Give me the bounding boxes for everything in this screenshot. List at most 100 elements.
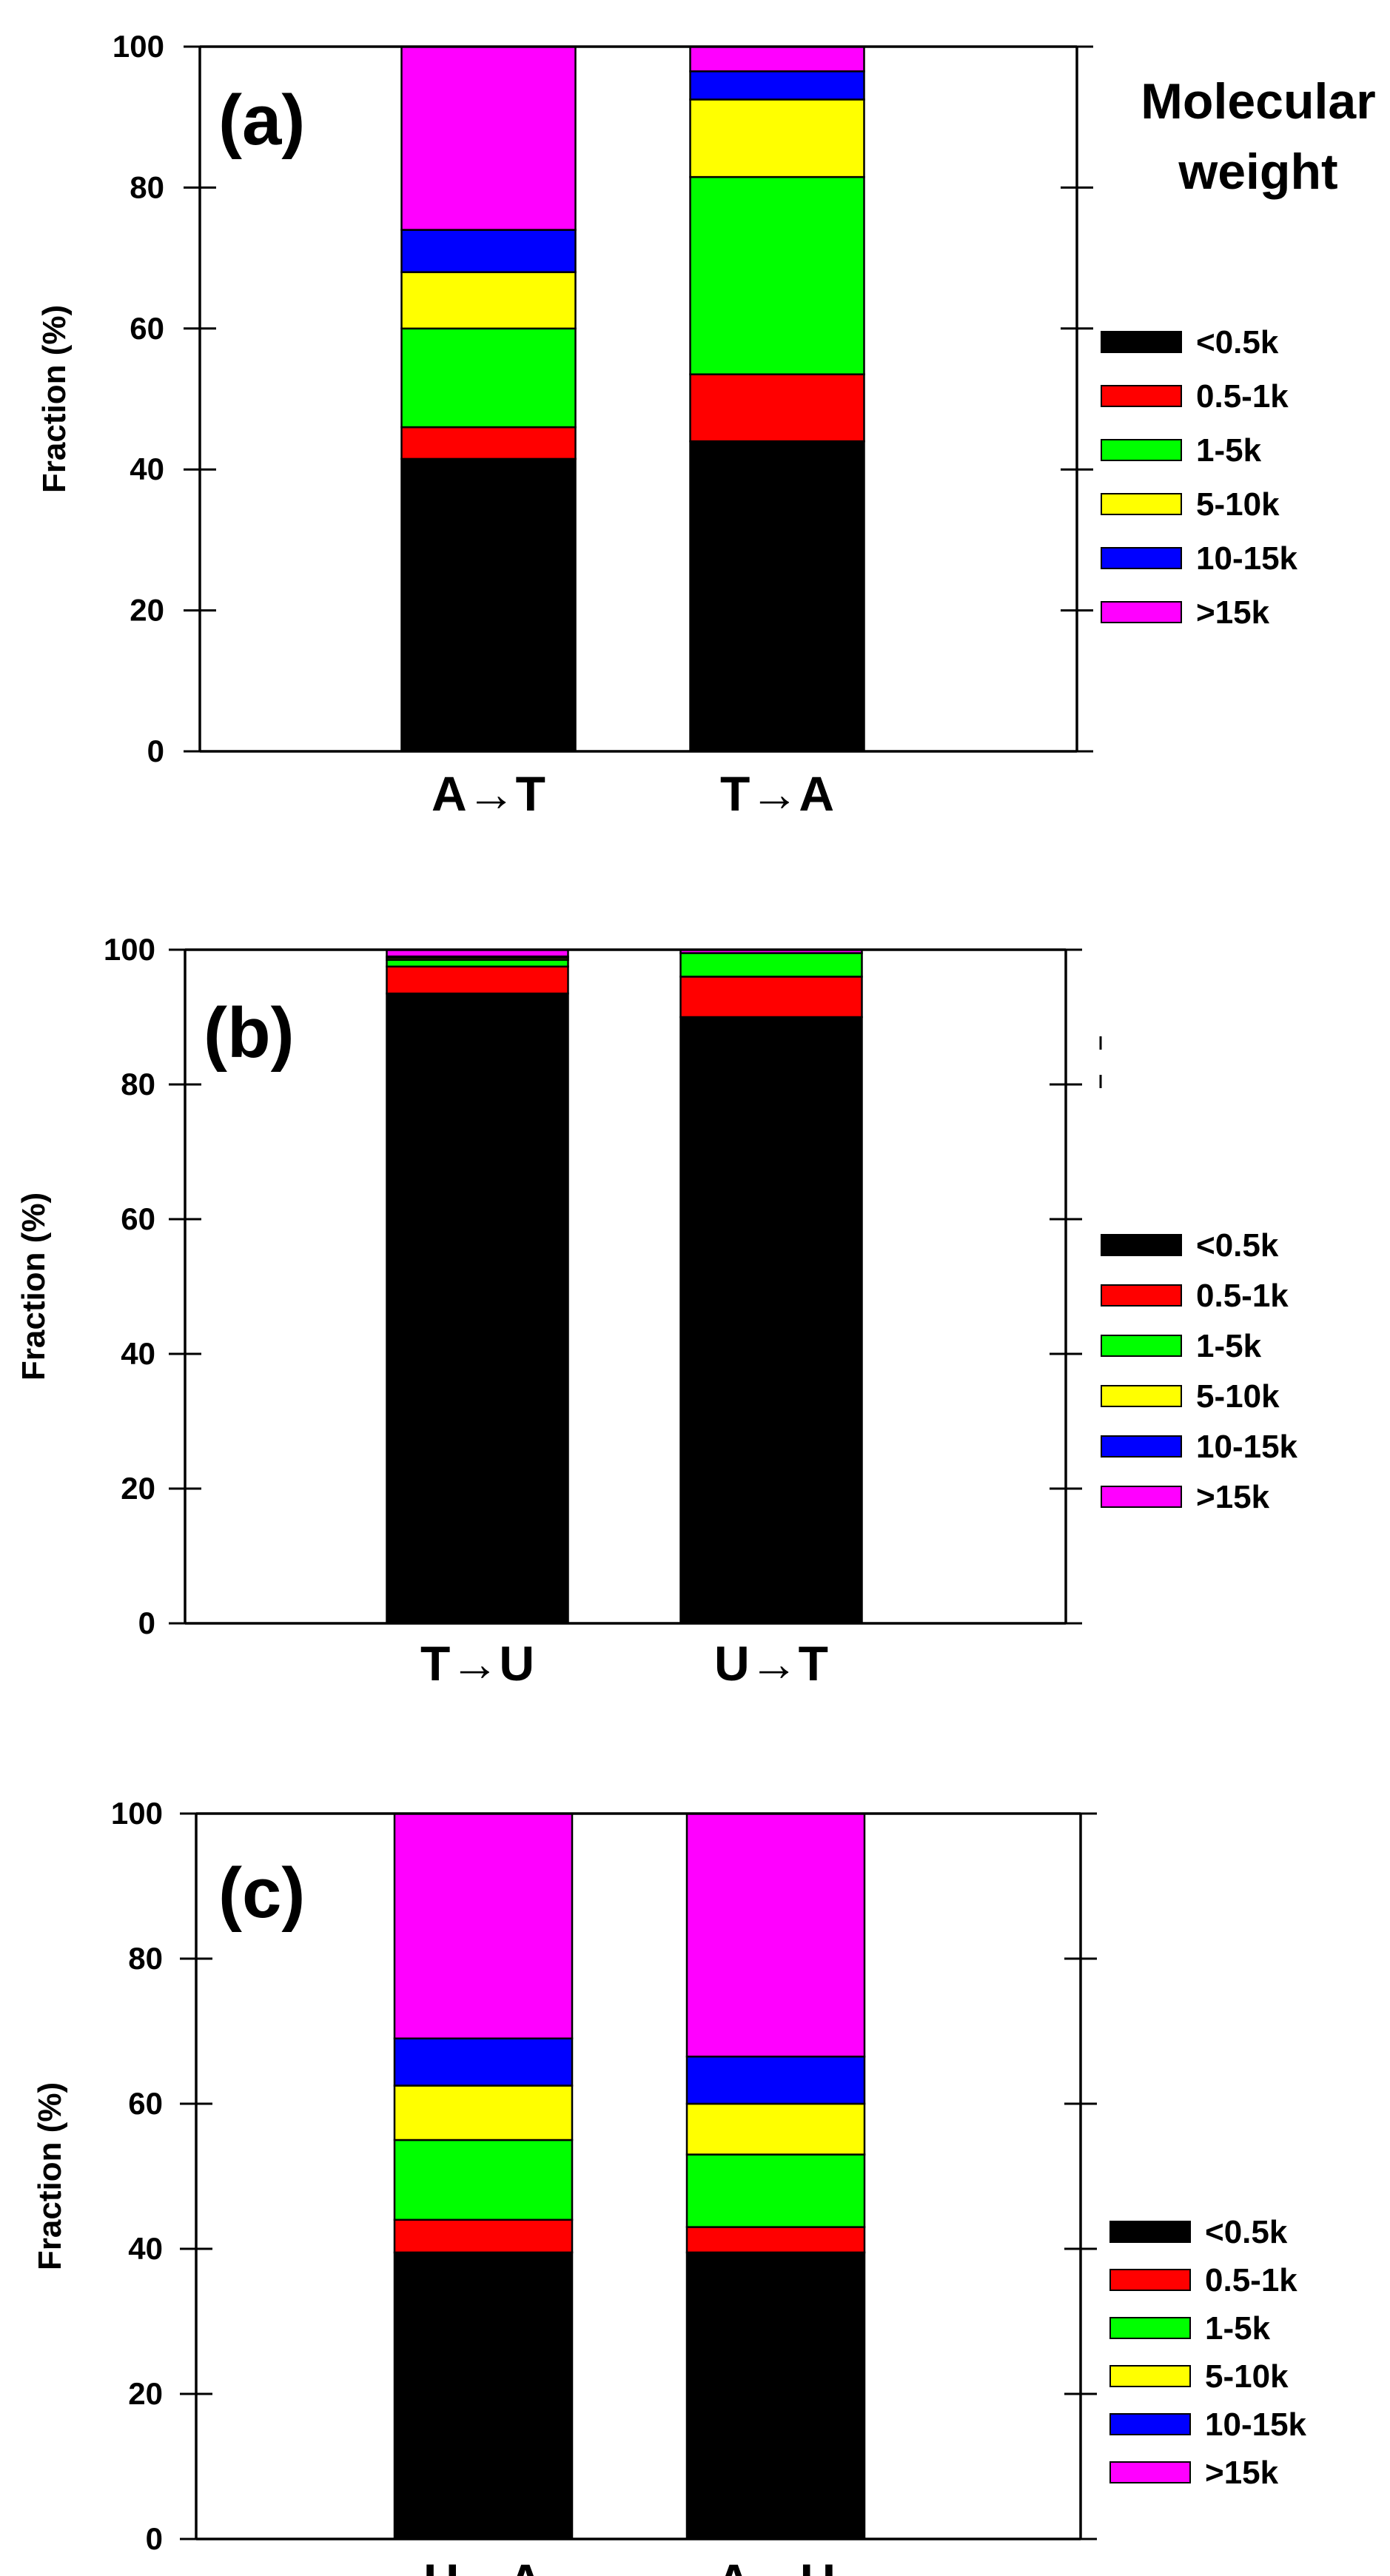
- legend-swatch: [1101, 1435, 1182, 1458]
- legend-swatch: [1109, 2221, 1191, 2243]
- legend-label: 1-5k: [1196, 1328, 1262, 1364]
- bar-segment-1-2: [386, 965, 569, 995]
- bar-segment-1-1: [400, 457, 577, 753]
- legend-swatch: [1101, 1335, 1182, 1357]
- legend-label: 10-15k: [1196, 1429, 1298, 1465]
- panel-label: (a): [218, 81, 305, 160]
- bar-segment-1-4: [393, 2084, 574, 2141]
- bar-segment-2-6: [685, 1812, 866, 2058]
- y-tick-label: 0: [146, 2521, 163, 2556]
- legend-label: >15k: [1196, 1479, 1270, 1515]
- bar-segment-1-5: [400, 229, 577, 273]
- y-axis-label: Fraction (%): [32, 2082, 68, 2270]
- legend-label: 1-5k: [1205, 2310, 1271, 2347]
- bar-segment-2-4: [689, 98, 865, 178]
- y-tick-label: 60: [121, 1201, 155, 1236]
- y-tick-label: 0: [147, 734, 164, 768]
- bar-segment-1-5: [393, 2037, 574, 2087]
- panel-b: 0 20 40 60 80 100 Fraction (%) T→U U→T (b) <0.5k 0.…: [16, 932, 1298, 1691]
- bar-segment-2-5: [689, 70, 865, 101]
- legend-swatch: [1109, 2317, 1191, 2339]
- bar-segment-2-1: [679, 1016, 863, 1625]
- bar-segment-2-4: [685, 2102, 866, 2156]
- bar-segment-1-3: [393, 2139, 574, 2221]
- x-category-label: U→A: [423, 2554, 543, 2576]
- bar-segment-1-2: [400, 426, 577, 460]
- bar-segment-2-3: [685, 2153, 866, 2228]
- legend-title: Molecular: [1141, 73, 1375, 130]
- bar-segment-2-5: [685, 2056, 866, 2105]
- legend-swatch: [1101, 1385, 1182, 1407]
- y-tick-label: 20: [128, 2376, 163, 2411]
- y-tick-label: 40: [121, 1336, 155, 1371]
- bar-segment-2-2: [679, 976, 863, 1019]
- x-category-label: T→U: [420, 1636, 534, 1691]
- legend-swatch: [1101, 601, 1182, 623]
- legend-label: >15k: [1196, 594, 1270, 631]
- y-tick-label: 40: [128, 2231, 163, 2266]
- bar-segment-1-6: [393, 1812, 574, 2040]
- bar-segment-2-2: [689, 373, 865, 443]
- y-tick-label: 60: [130, 311, 164, 346]
- bar-segment-2-3: [689, 175, 865, 375]
- y-tick-label: 80: [121, 1067, 155, 1101]
- panel-label: (c): [218, 1854, 305, 1933]
- legend-label: 0.5-1k: [1196, 378, 1289, 415]
- legend-label: 10-15k: [1205, 2406, 1307, 2443]
- legend-label: >15k: [1205, 2455, 1279, 2491]
- y-tick-label: 20: [130, 593, 164, 628]
- legend-label: 10-15k: [1196, 540, 1298, 577]
- legend-swatch: [1101, 331, 1182, 353]
- legend-swatch: [1101, 493, 1182, 515]
- bar-segment-2-3: [679, 952, 863, 978]
- bar-segment-2-1: [685, 2251, 866, 2540]
- legend-label: <0.5k: [1196, 1227, 1279, 1264]
- legend-label: <0.5k: [1196, 324, 1279, 360]
- legend-swatch: [1101, 439, 1182, 461]
- bar-segment-2-1: [689, 440, 865, 753]
- bar-segment-1-4: [400, 271, 577, 330]
- bar-segment-1-2: [393, 2218, 574, 2254]
- y-tick-label: 40: [130, 452, 164, 486]
- legend-title: weight: [1178, 144, 1337, 200]
- legend-swatch: [1109, 2413, 1191, 2435]
- bar-segment-1-1: [393, 2251, 574, 2540]
- legend-swatch: [1101, 385, 1182, 407]
- x-category-label: A→U: [716, 2554, 835, 2576]
- legend-swatch: [1101, 547, 1182, 569]
- legend-label: 5-10k: [1196, 486, 1280, 523]
- legend-label: 5-10k: [1205, 2358, 1289, 2395]
- legend-swatch: [1101, 1234, 1182, 1256]
- legend-swatch: [1101, 1284, 1182, 1307]
- x-category-label: U→T: [714, 1636, 828, 1691]
- x-category-label: A→T: [432, 766, 545, 821]
- bar-segment-2-2: [685, 2226, 866, 2254]
- legend-label: 1-5k: [1196, 432, 1262, 469]
- bar-segment-1-1: [386, 992, 569, 1625]
- bar-segment-2-6: [689, 45, 865, 73]
- y-tick-label: 60: [128, 2086, 163, 2121]
- y-tick-label: 100: [113, 29, 164, 64]
- bar-segment-1-6: [400, 45, 577, 231]
- bar-segment-1-3: [400, 327, 577, 429]
- legend-label: 0.5-1k: [1205, 2262, 1297, 2298]
- y-tick-label: 100: [111, 1796, 163, 1831]
- y-tick-label: 100: [104, 932, 155, 967]
- y-axis-label: Fraction (%): [16, 1193, 52, 1381]
- panel-a: 0 20 40 60 80 100 Fraction (%) A→T T→A (a) <0.5k 0.…: [36, 29, 1376, 821]
- legend-swatch: [1101, 1486, 1182, 1508]
- y-tick-label: 0: [138, 1606, 155, 1640]
- bar-segment-1-3: [386, 959, 569, 968]
- y-tick-label: 80: [128, 1941, 163, 1976]
- legend-label: 5-10k: [1196, 1378, 1280, 1415]
- y-tick-label: 80: [130, 170, 164, 204]
- legend-label: <0.5k: [1205, 2214, 1288, 2250]
- legend-swatch: [1109, 2365, 1191, 2387]
- x-category-label: T→A: [720, 766, 834, 821]
- y-tick-label: 20: [121, 1471, 155, 1506]
- legend-swatch: [1109, 2269, 1191, 2291]
- y-axis-label: Fraction (%): [36, 305, 73, 493]
- legend-swatch: [1109, 2461, 1191, 2483]
- legend-label: 0.5-1k: [1196, 1278, 1289, 1314]
